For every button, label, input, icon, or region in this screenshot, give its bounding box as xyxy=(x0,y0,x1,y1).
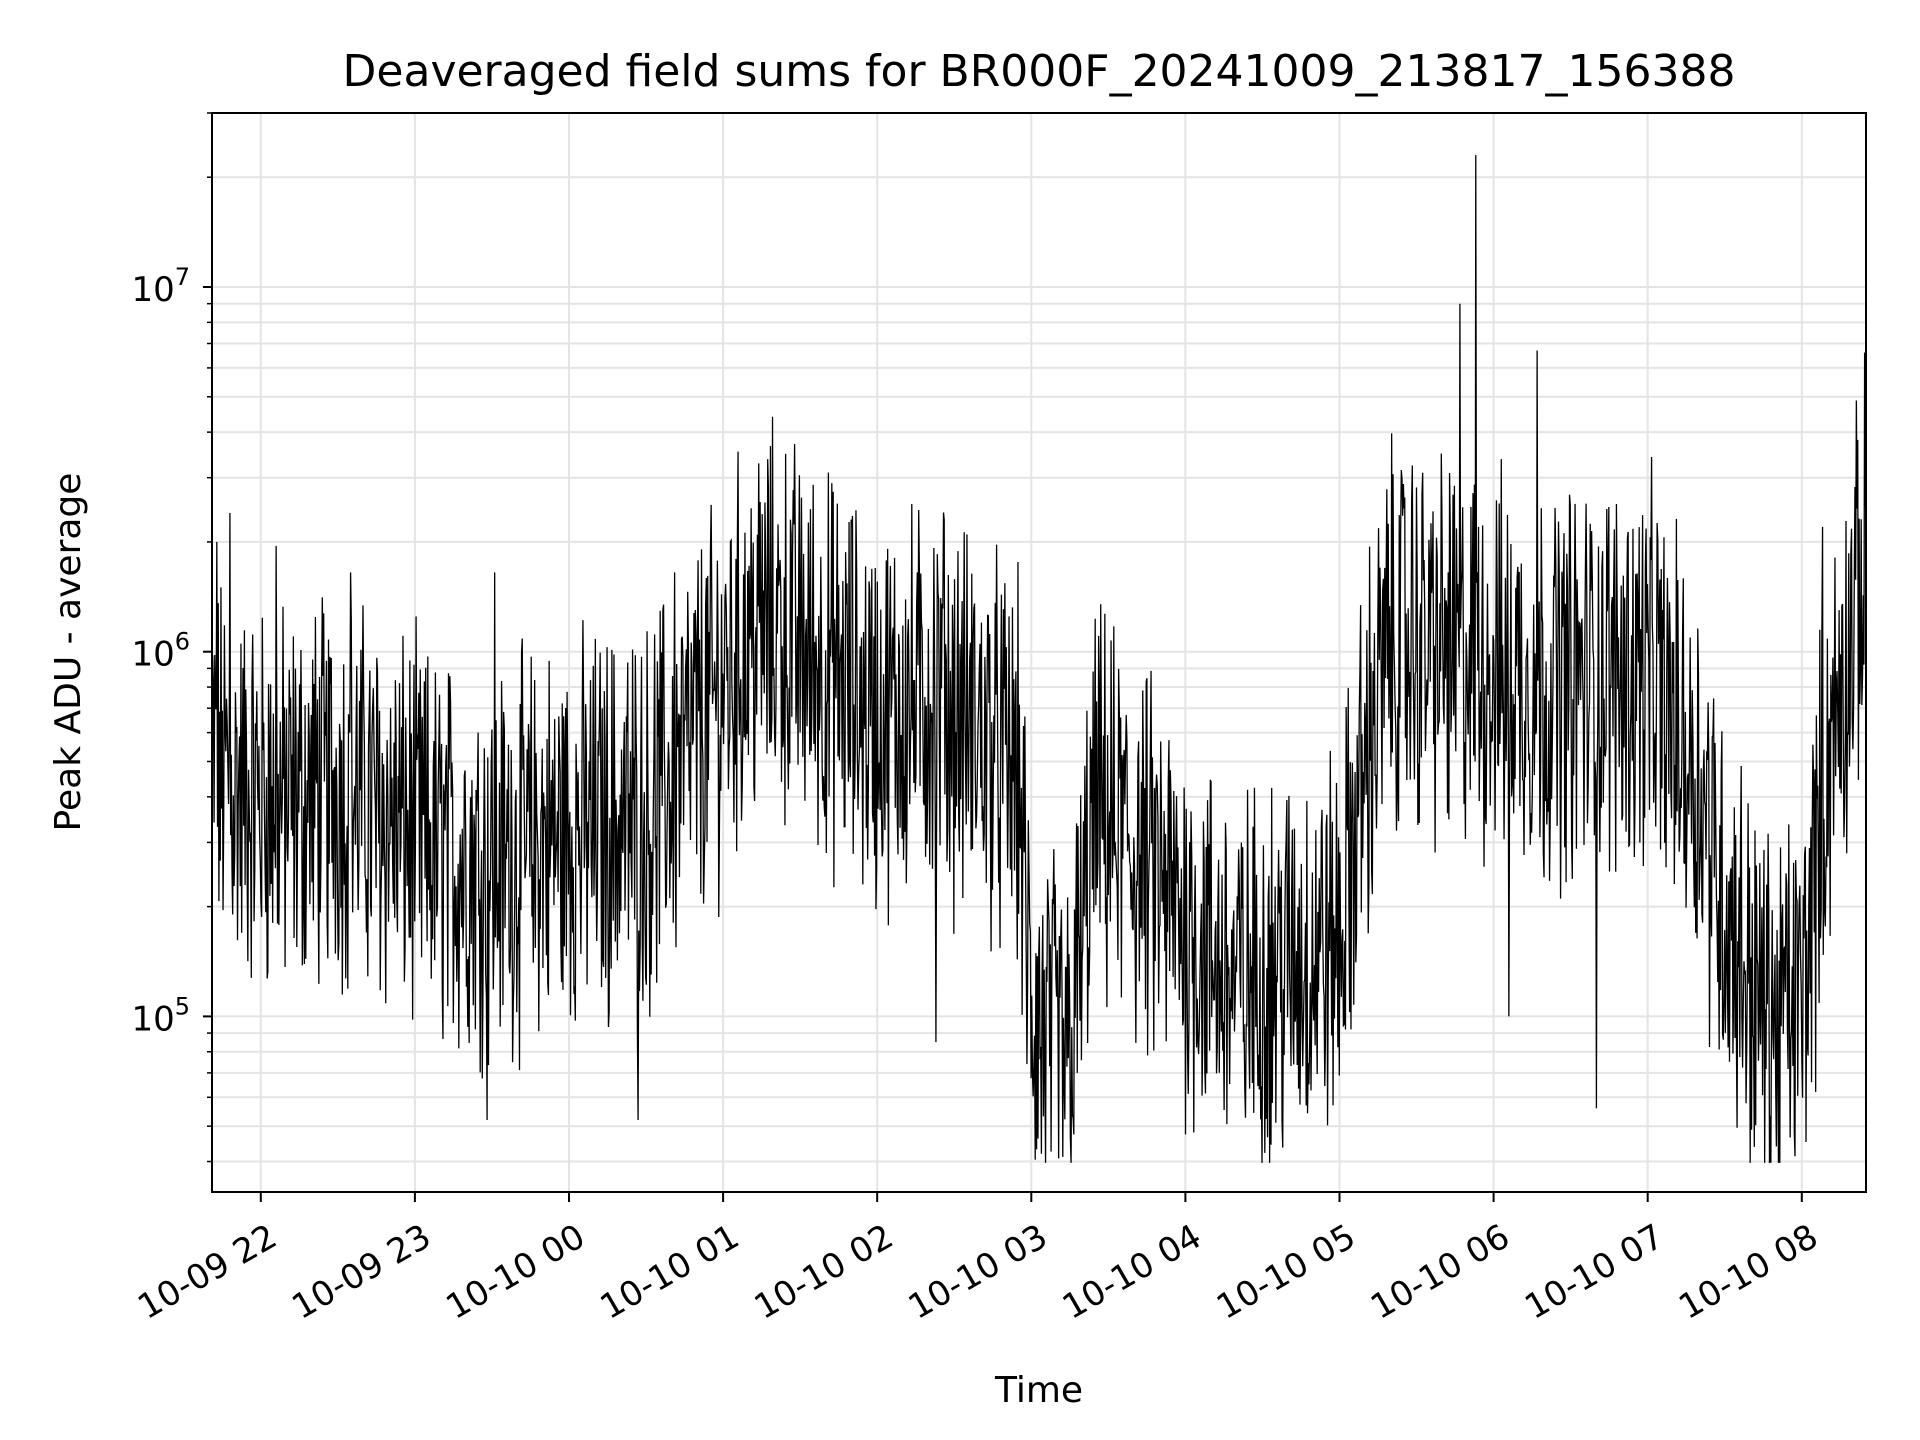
y-tick-label: 106 xyxy=(131,628,190,675)
y-axis-label: Peak ADU - average xyxy=(48,473,89,832)
series-line xyxy=(211,155,1867,1163)
y-tick-label-base: 10 xyxy=(131,999,174,1039)
y-tick-label-exponent: 5 xyxy=(175,992,190,1020)
chart-title: Deaveraged field sums for BR000F_2024100… xyxy=(343,46,1736,97)
y-tick-label: 107 xyxy=(131,263,190,310)
y-tick-label-base: 10 xyxy=(131,635,174,675)
y-tick-label: 105 xyxy=(131,992,190,1039)
y-tick-label-exponent: 6 xyxy=(175,628,190,656)
y-tick-label-base: 10 xyxy=(131,270,174,310)
data-series xyxy=(211,155,1867,1163)
x-axis-label: Time xyxy=(994,1370,1083,1411)
y-tick-label-exponent: 7 xyxy=(175,263,190,291)
